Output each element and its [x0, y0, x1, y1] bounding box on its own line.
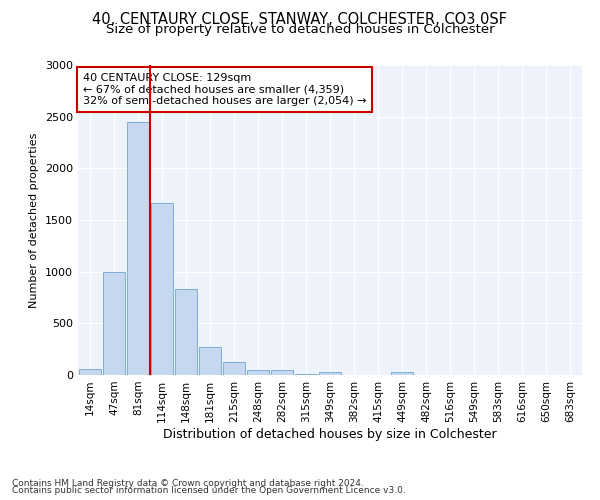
Text: Contains HM Land Registry data © Crown copyright and database right 2024.: Contains HM Land Registry data © Crown c… — [12, 478, 364, 488]
Bar — [391, 372, 413, 375]
Bar — [199, 347, 221, 375]
Text: Contains public sector information licensed under the Open Government Licence v3: Contains public sector information licen… — [12, 486, 406, 495]
Bar — [103, 272, 125, 375]
Bar — [247, 370, 269, 375]
Bar — [271, 370, 293, 375]
Y-axis label: Number of detached properties: Number of detached properties — [29, 132, 40, 308]
Bar — [319, 372, 341, 375]
Text: 40, CENTAURY CLOSE, STANWAY, COLCHESTER, CO3 0SF: 40, CENTAURY CLOSE, STANWAY, COLCHESTER,… — [92, 12, 508, 28]
Bar — [151, 204, 173, 375]
X-axis label: Distribution of detached houses by size in Colchester: Distribution of detached houses by size … — [163, 428, 497, 440]
Text: 40 CENTAURY CLOSE: 129sqm
← 67% of detached houses are smaller (4,359)
32% of se: 40 CENTAURY CLOSE: 129sqm ← 67% of detac… — [83, 72, 367, 106]
Bar — [79, 369, 101, 375]
Bar — [175, 289, 197, 375]
Bar — [295, 374, 317, 375]
Bar — [127, 122, 149, 375]
Text: Size of property relative to detached houses in Colchester: Size of property relative to detached ho… — [106, 22, 494, 36]
Bar — [223, 362, 245, 375]
